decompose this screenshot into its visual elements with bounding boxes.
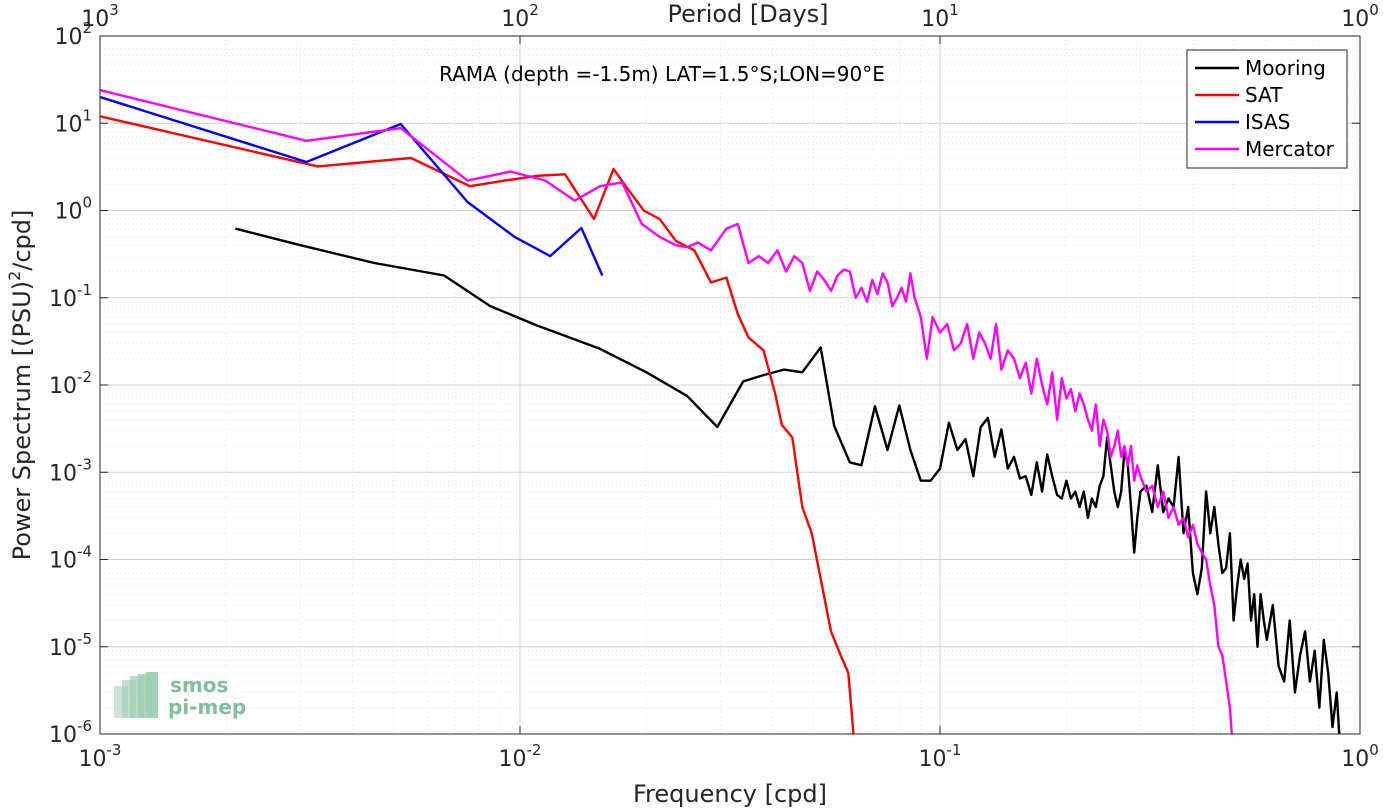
y-tick-label: 101 [54,106,92,137]
series-line-mercator [100,88,1233,734]
chart-title: RAMA (depth =-1.5m) LAT=1.5°S;LON=90°E [439,62,885,86]
legend-label-sat: SAT [1245,83,1283,107]
x2-tick-label: 101 [921,1,959,32]
x-axis-label: Frequency [cpd] [633,780,827,808]
x2-tick-label: 103 [81,1,119,32]
legend-label-mercator: Mercator [1245,137,1335,161]
y-tick-label: 100 [54,194,92,225]
y-tick-label: 10-2 [49,368,92,399]
logo-line1: smos [170,673,228,697]
x2-tick-label: 102 [501,1,539,32]
x-tick-label: 10-3 [79,741,122,772]
x-tick-label: 10-2 [499,741,542,772]
y-axis-label: Power Spectrum [(PSU)2/cpd] [5,210,36,561]
smos-pi-mep-logo: smos pi-mep [114,672,246,719]
x-tick-label: 10-1 [919,741,962,772]
y-tick-label: 10-3 [49,455,92,486]
legend-label-isas: ISAS [1245,110,1290,134]
logo-line2: pi-mep [168,695,246,719]
y-tick-label: 102 [54,19,92,50]
y-tick-label: 10-4 [49,543,92,574]
series-line-sat [100,115,855,734]
y-tick-label: 10-6 [49,717,92,748]
series-lines [100,88,1341,734]
top-axis-label: Period [Days] [667,0,828,28]
y-tick-label: 10-5 [49,630,92,661]
series-line-isas [100,95,604,276]
legend-label-mooring: Mooring [1245,56,1326,80]
x2-tick-label: 100 [1341,1,1379,32]
y-tick-label: 10-1 [49,281,92,312]
legend: Mooring SAT ISAS Mercator [1186,49,1348,169]
x-tick-label: 100 [1341,741,1379,772]
